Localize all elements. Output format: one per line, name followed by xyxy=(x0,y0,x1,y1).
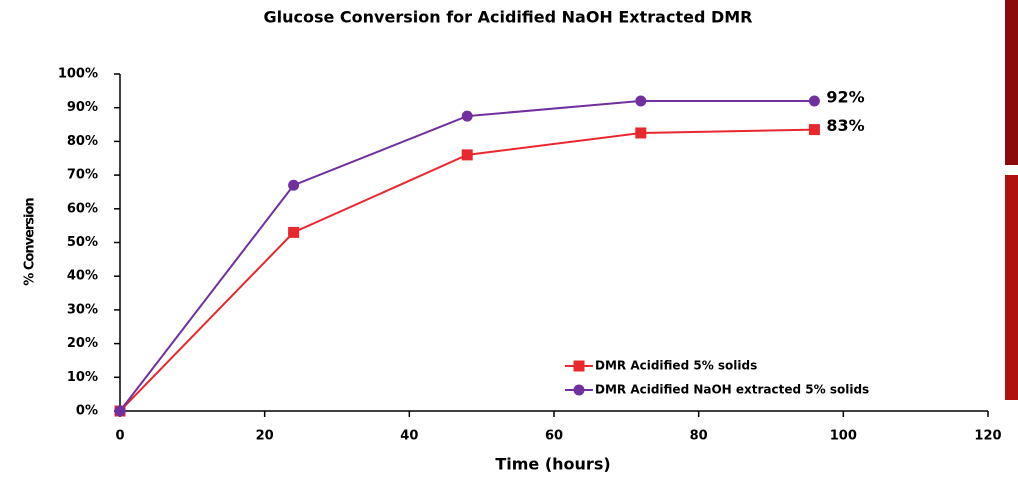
cropped-image xyxy=(1005,0,1018,165)
x-tick-label: 20 xyxy=(256,429,274,444)
x-tick-label: 120 xyxy=(974,429,1001,444)
data-point xyxy=(288,179,300,191)
y-tick-label: 20% xyxy=(67,336,98,351)
data-point xyxy=(635,127,647,139)
legend-label: DMR Acidified 5% solids xyxy=(595,359,757,373)
x-tick-label: 40 xyxy=(400,429,418,444)
x-tick-label: 80 xyxy=(690,429,708,444)
data-point xyxy=(461,149,473,161)
y-tick-label: 0% xyxy=(76,404,98,419)
chart-title: Glucose Conversion for Acidified NaOH Ex… xyxy=(264,8,753,27)
data-label: 92% xyxy=(826,87,864,106)
x-tick-label: 100 xyxy=(830,429,857,444)
legend-marker xyxy=(573,384,585,396)
cropped-image xyxy=(1005,175,1018,400)
y-tick-label: 50% xyxy=(67,235,98,250)
y-tick-label: 10% xyxy=(67,370,98,385)
y-tick-label: 90% xyxy=(67,100,98,115)
y-tick-label: 100% xyxy=(58,67,98,82)
y-tick-label: 70% xyxy=(67,168,98,183)
x-axis-label: Time (hours) xyxy=(495,455,610,474)
data-point xyxy=(461,110,473,122)
y-tick-label: 40% xyxy=(67,269,98,284)
y-tick-label: 60% xyxy=(67,201,98,216)
y-tick-label: 80% xyxy=(67,134,98,149)
data-point xyxy=(114,405,126,417)
y-tick-label: 30% xyxy=(67,302,98,317)
x-tick-label: 0 xyxy=(115,429,124,444)
data-label: 83% xyxy=(826,116,864,135)
data-point xyxy=(808,95,820,107)
data-point xyxy=(288,226,300,238)
data-point xyxy=(635,95,647,107)
legend-marker xyxy=(573,360,585,372)
legend-label: DMR Acidified NaOH extracted 5% solids xyxy=(595,383,869,397)
x-tick-label: 60 xyxy=(545,429,563,444)
y-axis-label: % Conversion xyxy=(23,198,38,286)
data-point xyxy=(808,124,820,136)
